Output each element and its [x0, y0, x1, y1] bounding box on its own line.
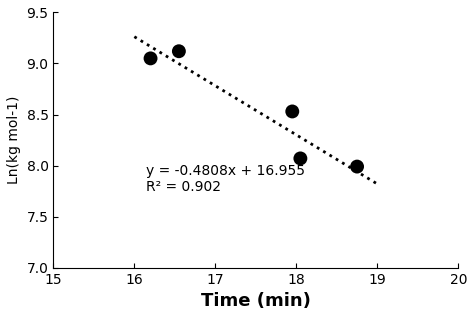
- Point: [297, 156, 304, 161]
- Y-axis label: Ln(kg mol-1): Ln(kg mol-1): [7, 96, 21, 184]
- Text: y = -0.4808x + 16.955
R² = 0.902: y = -0.4808x + 16.955 R² = 0.902: [146, 164, 306, 194]
- Point: [175, 49, 182, 54]
- Point: [147, 56, 155, 61]
- Point: [289, 109, 296, 114]
- Point: [353, 164, 361, 169]
- X-axis label: Time (min): Time (min): [201, 292, 311, 310]
